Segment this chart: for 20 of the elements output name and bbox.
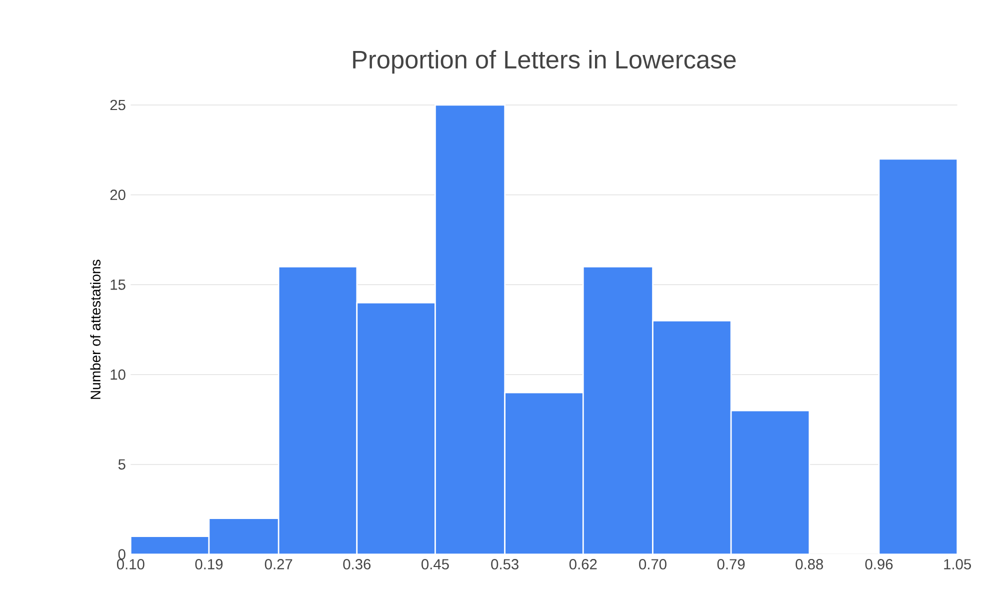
x-tick-label: 0.45: [422, 559, 449, 570]
x-tick-label: 0.10: [116, 559, 144, 570]
y-tick-label: 5: [118, 459, 126, 470]
x-tick-label: 1.05: [944, 559, 971, 570]
y-tick-label: 15: [110, 280, 126, 290]
x-tick-label: 0.27: [264, 559, 292, 570]
chart-title: Proportion of Letters in Lowercase: [353, 50, 736, 74]
x-tick-label: 0.88: [796, 559, 824, 570]
y-axis-title: Number of attestations: [90, 260, 101, 399]
x-tick-label: 0.36: [343, 559, 371, 570]
x-tick-label: 0.79: [717, 559, 745, 570]
x-tick-label: 0.19: [195, 559, 223, 570]
x-tick-label: 0.70: [639, 559, 666, 570]
x-tick-label: 0.53: [491, 559, 518, 570]
y-tick-label: 20: [110, 190, 126, 200]
x-tick-label: 0.96: [865, 559, 893, 570]
y-tick-label: 10: [110, 369, 126, 380]
y-tick-label: 0: [118, 549, 126, 560]
x-tick-label: 0.62: [569, 559, 597, 570]
y-tick-label: 25: [110, 100, 126, 110]
